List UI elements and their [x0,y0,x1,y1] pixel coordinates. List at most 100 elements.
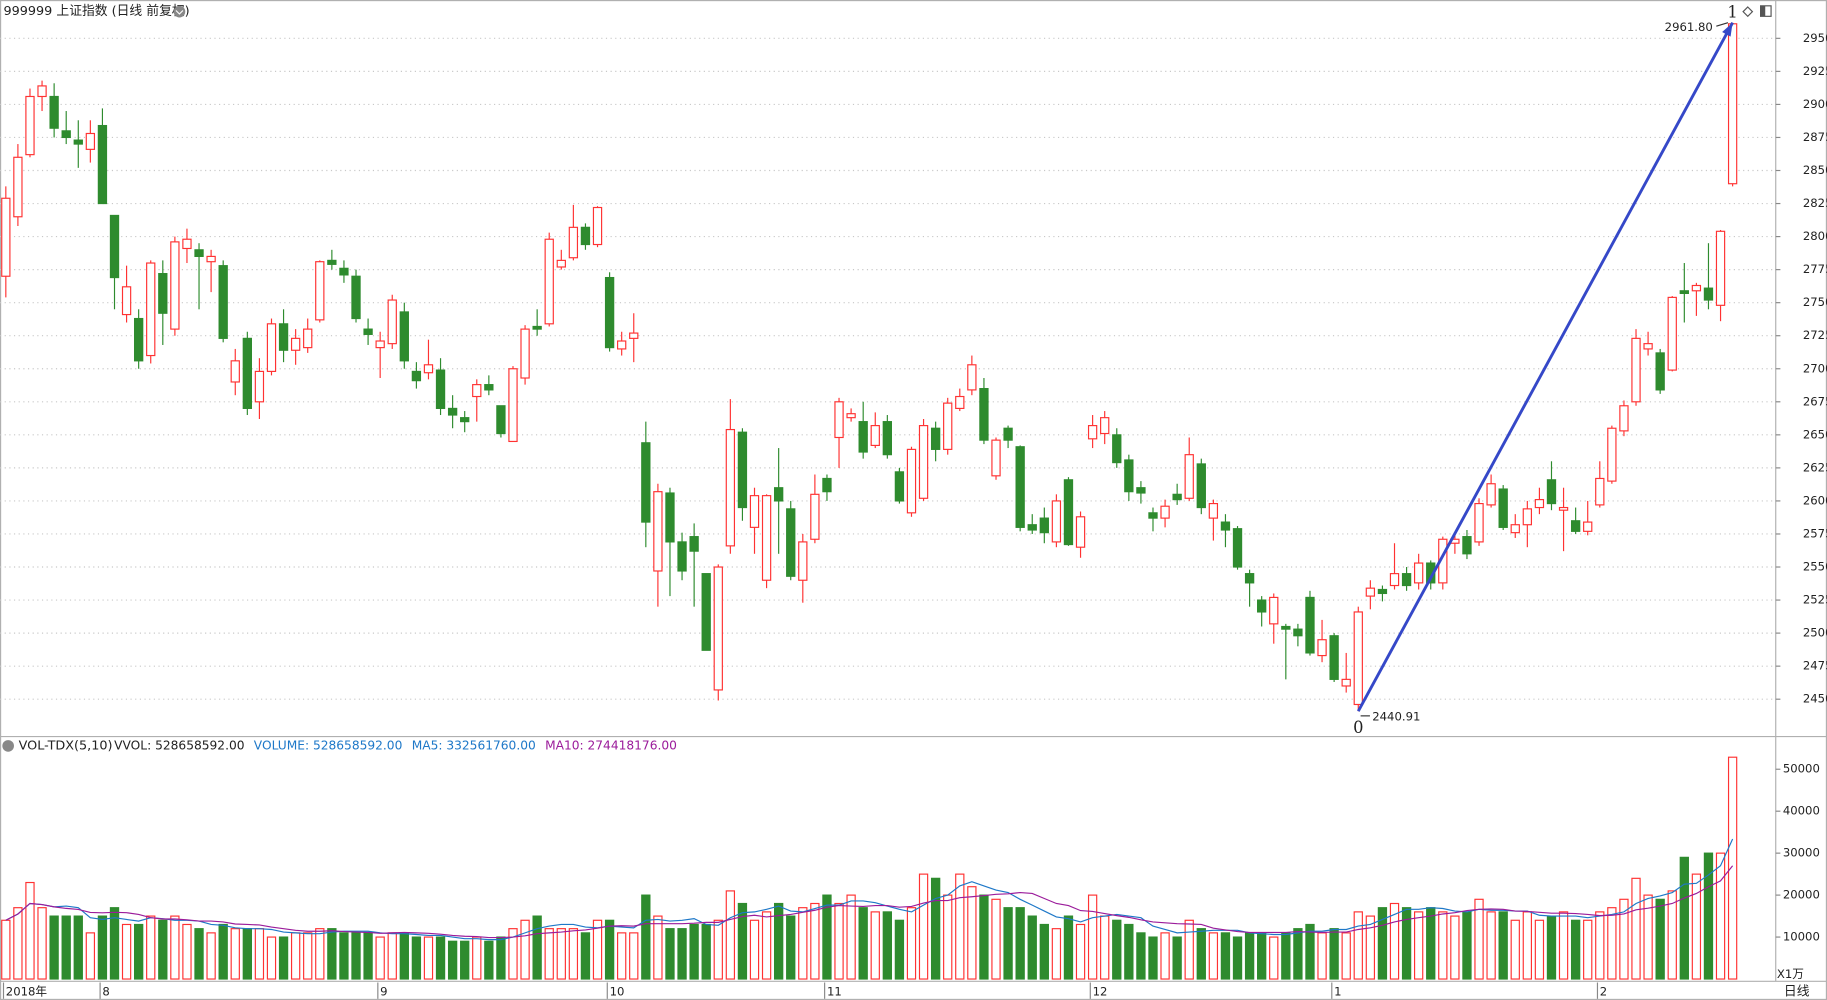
volume-bar [1148,936,1158,980]
candle-body [979,388,989,441]
volume-bar [1570,919,1581,980]
volume-bar [411,936,422,980]
volume-bar [870,911,880,980]
candle-body [1051,500,1062,543]
candle-body [37,85,47,98]
candle-body [1027,524,1037,531]
diamond-icon[interactable] [1742,6,1754,18]
candle-body [1510,524,1520,534]
candle-body [1232,528,1243,568]
volume-bar [37,907,47,980]
candle-body [496,405,506,435]
candle-body [85,132,96,150]
candle-body [1715,230,1726,306]
volume-bar [303,932,313,980]
candle-body [1619,405,1629,432]
candle-body [61,130,71,139]
volume-bar [520,919,530,980]
volume-bar [447,940,458,980]
volume-title: VOL-TDX(5,10) [19,738,113,753]
volume-bar [49,915,59,980]
x-tick-label: 12 [1093,984,1108,998]
volume-bar [1172,936,1182,980]
y-tick-label: 20000 [1783,888,1820,902]
candle-body [472,384,482,398]
candle-body [653,491,663,572]
volume-bar [13,907,23,980]
volume-bar [580,932,591,980]
volume-bar [73,915,83,980]
candle-body [641,442,651,523]
candle-body [629,332,639,339]
volume-bar [1232,936,1243,980]
volume-bar [1257,932,1267,980]
candle-body [1148,512,1158,519]
high-label: 2961.80 [1665,20,1713,34]
volume-bar [701,923,711,980]
candle-body [423,364,434,374]
volume-bar [1691,873,1702,980]
candle-body [266,323,277,372]
volume-menu-icon[interactable] [2,740,14,752]
candle-body [230,360,240,383]
candle-body [1281,625,1291,630]
volume-bar [1631,877,1641,980]
volume-bar [339,932,349,980]
y-tick-label: 2825 [1803,196,1827,210]
x-tick-label: 10 [610,984,625,998]
volume-bar [749,919,760,980]
candle-body [761,495,772,581]
volume-ma-line [5,865,1734,939]
trend-arrow [1357,22,1734,712]
volume-bar [665,928,675,980]
candle-body [170,241,180,330]
volume-bar [182,923,192,980]
candle-body [713,566,723,691]
volume-bar [955,873,965,980]
candle-body [1063,479,1074,546]
volume-bar [1607,907,1617,980]
volume-bar [121,923,132,980]
candle-body [1003,427,1013,441]
candle-body [725,428,736,547]
candle-body [146,262,156,357]
x-tick-label: 9 [380,984,387,998]
y-tick-label: 2700 [1803,361,1827,375]
volume-bar [1112,919,1122,980]
volume-bar [1124,923,1134,980]
volume-bar [967,886,977,980]
y-tick-label: 2725 [1803,328,1827,342]
candle-body [97,124,108,205]
y-tick-label: 2925 [1803,64,1827,78]
volume-bar [629,932,639,980]
candle-body [508,368,518,443]
candle-body [399,311,409,362]
candle-body [1679,290,1689,295]
volume-bar [508,928,518,980]
volume-bar [834,902,844,980]
y-tick-label: 2775 [1803,262,1827,276]
trend-arrowhead [1722,22,1733,37]
candle-body [532,325,542,330]
volume-bar [786,915,796,980]
volume-bar [1486,911,1496,980]
volume-bar [1329,928,1339,980]
candle-body [1631,337,1641,403]
candle-body [1462,536,1472,555]
title-menu-icon[interactable] [173,5,186,18]
candle-body [387,299,397,345]
volume-bar [1,919,11,980]
candle-body [689,536,699,552]
candle-body [1389,573,1400,587]
volume-bar [206,932,216,980]
volume-bar [592,919,603,980]
candle-body [133,317,144,362]
volume-bar [1510,919,1520,980]
volume-bar [1522,911,1532,980]
volume-bar [1389,902,1400,980]
candle-body [737,431,748,509]
candle-body [1124,459,1134,493]
candle-body [834,401,844,439]
candle-body [882,421,892,456]
volume-bar [1244,932,1255,980]
